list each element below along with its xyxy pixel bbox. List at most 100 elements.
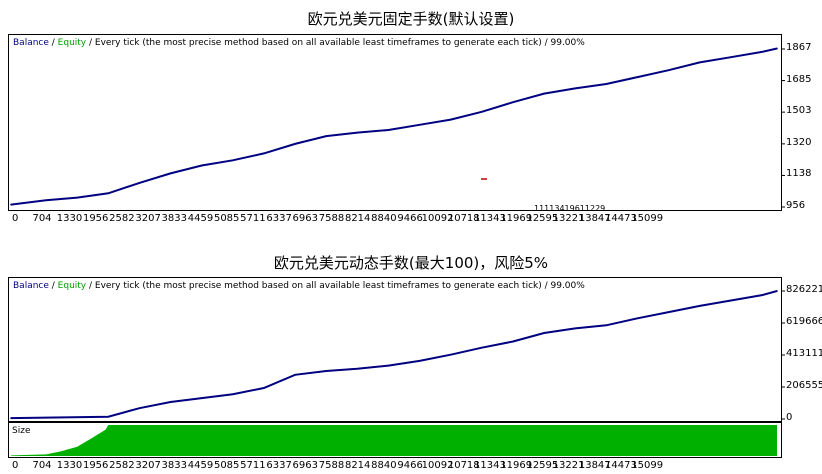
balance-point <box>10 203 12 206</box>
legend-equity: Equity <box>57 281 87 291</box>
x-tick-label: 704 <box>32 460 52 471</box>
x-tick-label: 8214 <box>344 213 371 224</box>
balance-point <box>107 415 110 418</box>
x-tick-label: 13221 <box>552 460 585 471</box>
x-tick-label: 7588 <box>318 213 345 224</box>
balance-point <box>605 83 608 85</box>
chart2-svg <box>10 290 785 420</box>
y-tick-label: 1867 <box>786 42 812 53</box>
balance-point <box>169 401 172 403</box>
x-tick-label: 8840 <box>371 460 397 471</box>
x-tick-label: 12595 <box>526 460 559 471</box>
chart1-legend: Balance / Equity / Every tick (the most … <box>13 38 585 48</box>
balance-point <box>45 199 47 202</box>
balance-point <box>730 56 732 58</box>
chart1-title: 欧元兑美元固定手数(默认设置) <box>307 10 515 28</box>
balance-line <box>10 47 778 206</box>
x-tick-label: 0 <box>12 460 19 471</box>
balance-point <box>387 364 390 367</box>
balance-point <box>667 311 670 313</box>
x-tick-label: 12595 <box>526 213 559 224</box>
y-tick-label: 0 <box>786 412 793 423</box>
balance-point <box>138 407 141 409</box>
x-tick-label: 3207 <box>135 213 161 224</box>
chart1-plot-area: Balance / Equity / Every tick (the most … <box>8 34 785 213</box>
y-tick-label: 1503 <box>786 105 812 117</box>
y-tick-label: 2065555 <box>786 380 822 391</box>
chart2-title: 欧元兑美元动态手数(最大100)，风险5% <box>273 254 549 272</box>
legend-balance: Balance <box>13 281 49 291</box>
x-tick-label: 10092 <box>421 460 454 471</box>
chart2-plot-area: Balance / Equity / Every tick (the most … <box>8 277 785 422</box>
x-tick-label: 1330 <box>56 213 83 224</box>
balance-point <box>481 346 483 349</box>
balance-point <box>231 393 234 396</box>
balance-point <box>325 370 328 372</box>
legend-equity: Equity <box>57 38 87 48</box>
balance-point <box>543 332 545 334</box>
balance-point <box>698 305 701 307</box>
balance-point <box>512 340 514 343</box>
balance-point <box>200 397 203 399</box>
balance-point <box>76 196 78 199</box>
balance-point <box>449 118 452 121</box>
balance-point <box>356 131 359 134</box>
x-tick-label: 5085 <box>213 460 240 471</box>
y-tick-label: 1138 <box>786 168 812 180</box>
balance-point <box>418 360 421 362</box>
y-tick-label: 956 <box>786 200 806 211</box>
x-tick-label: 13221 <box>552 213 585 224</box>
x-tick-label: 1330 <box>56 460 83 471</box>
x-tick-label: 6963 <box>292 460 319 471</box>
chart1-svg: 11113419611229 <box>10 47 785 213</box>
balance-point <box>667 69 670 71</box>
x-tick-label: 2582 <box>109 213 135 224</box>
x-tick-label: 1956 <box>82 213 109 224</box>
balance-point <box>543 92 545 95</box>
x-tick-label: 3207 <box>135 460 161 471</box>
x-tick-label: 13847 <box>578 213 611 224</box>
x-tick-label: 11343 <box>474 213 506 224</box>
balance-point <box>481 110 483 113</box>
legend-text: / Every tick (the most precise method ba… <box>86 38 585 48</box>
x-tick-label: 8840 <box>371 213 397 224</box>
balance-line <box>10 290 778 420</box>
x-tick-label: 11969 <box>500 460 533 471</box>
size-label: Size <box>12 426 31 436</box>
x-tick-label: 11343 <box>474 460 506 471</box>
chart1-annotation: 11113419611229 <box>534 204 605 213</box>
x-tick-label: 3833 <box>161 460 188 471</box>
balance-point <box>776 290 778 292</box>
balance-point <box>263 387 265 389</box>
x-tick-label: 14473 <box>605 460 637 471</box>
balance-point <box>636 317 639 320</box>
balance-point <box>449 353 452 356</box>
balance-point <box>761 51 763 53</box>
balance-point <box>574 327 577 330</box>
x-tick-label: 704 <box>32 213 52 224</box>
x-tick-label: 5085 <box>213 213 240 224</box>
x-tick-label: 10718 <box>447 213 480 224</box>
x-tick-label: 1956 <box>82 460 109 471</box>
balance-point <box>356 367 359 370</box>
x-tick-label: 3833 <box>161 213 188 224</box>
x-tick-label: 8214 <box>344 460 371 471</box>
x-tick-label: 11969 <box>500 213 533 224</box>
x-tick-label: 15099 <box>631 213 664 224</box>
x-tick-label: 4459 <box>187 460 214 471</box>
x-tick-label: 0 <box>12 213 19 224</box>
y-tick-label: 6196665 <box>786 316 822 327</box>
legend-balance: Balance <box>13 38 49 48</box>
balance-point <box>263 152 265 155</box>
y-tick-label: 1685 <box>786 73 812 85</box>
balance-point <box>387 129 390 131</box>
balance-point <box>605 324 608 327</box>
balance-point <box>574 87 577 90</box>
balance-point <box>761 294 763 296</box>
x-tick-label: 14473 <box>605 213 637 224</box>
balance-point <box>294 374 296 376</box>
legend-sep: / <box>48 38 58 48</box>
balance-point <box>418 123 421 126</box>
balance-point <box>636 76 639 78</box>
x-tick-label: 9466 <box>397 460 423 471</box>
